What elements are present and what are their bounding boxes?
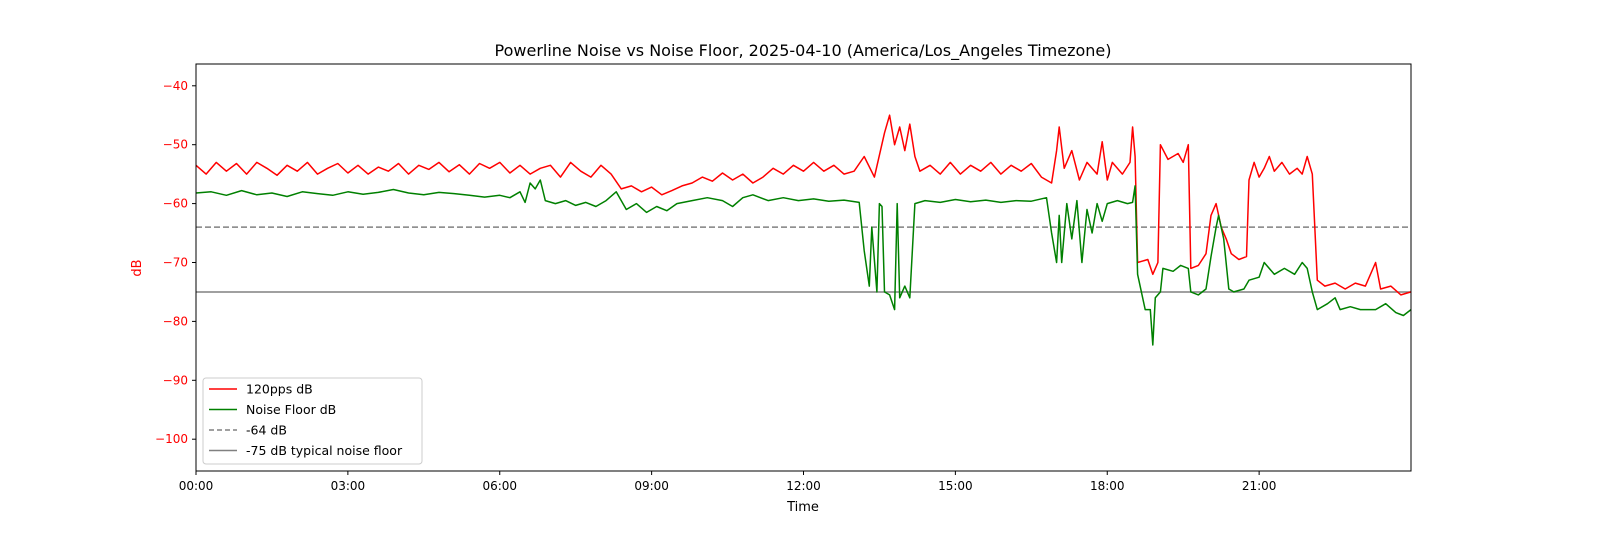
x-tick-label: 15:00 (938, 479, 973, 493)
legend-label-0: 120pps dB (246, 382, 313, 397)
x-tick-label: 21:00 (1242, 479, 1277, 493)
x-tick-label: 03:00 (331, 479, 366, 493)
series-line-1 (195, 179, 1412, 346)
x-axis-label: Time (786, 500, 819, 515)
y-tick-label: −70 (163, 255, 188, 269)
x-tick-label: 18:00 (1090, 479, 1125, 493)
x-tick-label: 00:00 (179, 479, 214, 493)
y-tick-label: −90 (163, 373, 188, 387)
y-axis-label: dB (130, 259, 145, 276)
y-tick-label: −50 (163, 138, 188, 152)
legend: 120pps dB Noise Floor dB -64 dB -75 dB typi… (202, 377, 423, 465)
legend-label-3: -75 dB typical noise floor (246, 443, 403, 458)
y-tick-label: −100 (155, 432, 188, 446)
legend-label-2: -64 dB (246, 423, 287, 438)
chart-title: Powerline Noise vs Noise Floor, 2025-04-… (495, 41, 1112, 61)
y-tick-label: −80 (163, 314, 188, 328)
x-tick-label: 12:00 (786, 479, 821, 493)
x-tick-label: 09:00 (634, 479, 669, 493)
x-tick-label: 06:00 (482, 479, 517, 493)
legend-label-1: Noise Floor dB (246, 402, 336, 417)
y-tick-label: −40 (163, 79, 188, 93)
series-line-0 (195, 114, 1412, 296)
y-tick-label: −60 (163, 197, 188, 211)
